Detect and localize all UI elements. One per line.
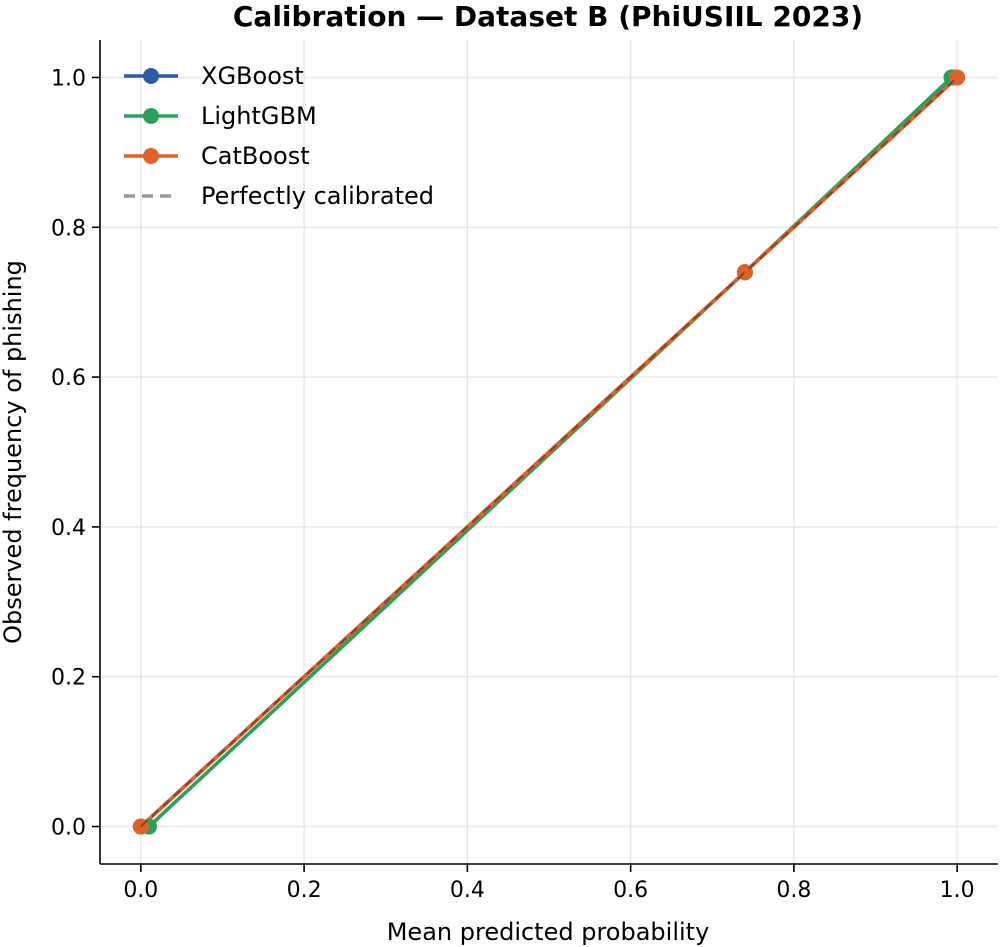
x-tick-label: 0.6 [613, 878, 648, 903]
series-lines [132, 69, 966, 835]
y-tick-label: 0.2 [51, 666, 86, 691]
x-tick-label: 1.0 [940, 878, 975, 903]
y-tick-label: 0.8 [51, 216, 86, 241]
y-axis-label: Observed frequency of phishing [0, 260, 27, 644]
x-tick-label: 0.8 [776, 878, 811, 903]
reference-line-layer [140, 76, 958, 828]
legend-label: Perfectly calibrated [201, 182, 434, 210]
legend-marker [143, 148, 159, 164]
grid-lines [100, 40, 998, 864]
legend-label: XGBoost [201, 62, 304, 90]
y-tick-label: 0.6 [51, 366, 86, 391]
legend-label: LightGBM [201, 102, 317, 130]
legend-marker [143, 68, 159, 84]
legend-marker [143, 108, 159, 124]
y-tick-label: 1.0 [51, 66, 86, 91]
chart-title: Calibration — Dataset B (PhiUSIIL 2023) [233, 0, 863, 33]
x-tick-label: 0.0 [123, 878, 158, 903]
axes [99, 40, 998, 865]
tick-labels: 0.0 0.2 0.4 0.6 0.8 1.0 0.0 0.2 0.4 0.6 0.8 1.0 [51, 66, 975, 903]
x-tick-label: 0.2 [287, 878, 322, 903]
legend: XGBoost LightGBM CatBoost Perfectly calibra… [124, 62, 434, 210]
x-axis-label: Mean predicted probability [387, 918, 710, 946]
legend-label: CatBoost [201, 142, 310, 170]
x-tick-label: 0.4 [450, 878, 485, 903]
reference-line-perfectly-calibrated [140, 76, 958, 828]
y-tick-label: 0.0 [51, 816, 86, 841]
y-tick-label: 0.4 [51, 516, 86, 541]
